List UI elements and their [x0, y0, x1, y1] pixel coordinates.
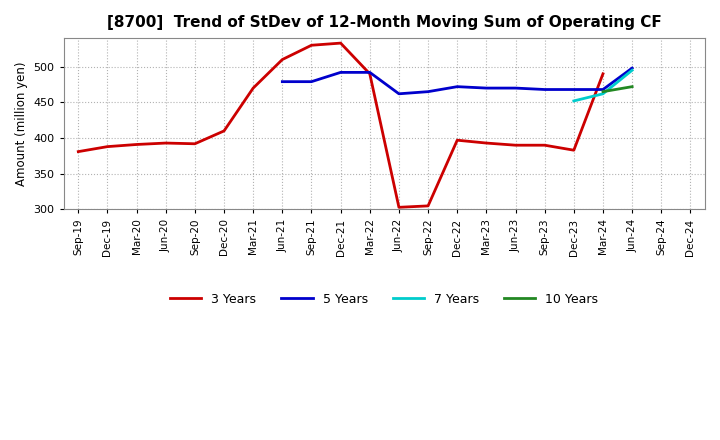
3 Years	[132, 142, 141, 147]
3 Years	[249, 85, 258, 91]
3 Years	[220, 128, 228, 134]
3 Years	[598, 71, 607, 77]
5 Years	[453, 84, 462, 89]
3 Years	[307, 43, 316, 48]
3 Years	[424, 203, 433, 209]
5 Years	[540, 87, 549, 92]
3 Years	[191, 141, 199, 147]
3 Years	[103, 144, 112, 149]
7 Years	[628, 68, 636, 73]
Line: 10 Years: 10 Years	[603, 87, 632, 92]
5 Years	[366, 70, 374, 75]
3 Years	[482, 140, 491, 146]
5 Years	[336, 70, 345, 75]
3 Years	[570, 147, 578, 153]
5 Years	[278, 79, 287, 84]
5 Years	[511, 85, 520, 91]
3 Years	[395, 205, 403, 210]
Line: 5 Years: 5 Years	[282, 68, 632, 94]
Legend: 3 Years, 5 Years, 7 Years, 10 Years: 3 Years, 5 Years, 7 Years, 10 Years	[165, 288, 603, 311]
Line: 3 Years: 3 Years	[78, 43, 603, 207]
7 Years	[598, 91, 607, 96]
5 Years	[628, 66, 636, 71]
Line: 7 Years: 7 Years	[574, 70, 632, 101]
5 Years	[598, 87, 607, 92]
3 Years	[161, 140, 170, 146]
Title: [8700]  Trend of StDev of 12-Month Moving Sum of Operating CF: [8700] Trend of StDev of 12-Month Moving…	[107, 15, 662, 30]
3 Years	[366, 71, 374, 77]
3 Years	[511, 143, 520, 148]
5 Years	[570, 87, 578, 92]
Y-axis label: Amount (million yen): Amount (million yen)	[15, 62, 28, 186]
10 Years	[628, 84, 636, 89]
3 Years	[278, 57, 287, 62]
5 Years	[395, 91, 403, 96]
7 Years	[570, 98, 578, 103]
3 Years	[540, 143, 549, 148]
3 Years	[74, 149, 83, 154]
3 Years	[453, 138, 462, 143]
5 Years	[307, 79, 316, 84]
5 Years	[424, 89, 433, 94]
5 Years	[482, 85, 491, 91]
10 Years	[598, 89, 607, 94]
3 Years	[336, 40, 345, 46]
